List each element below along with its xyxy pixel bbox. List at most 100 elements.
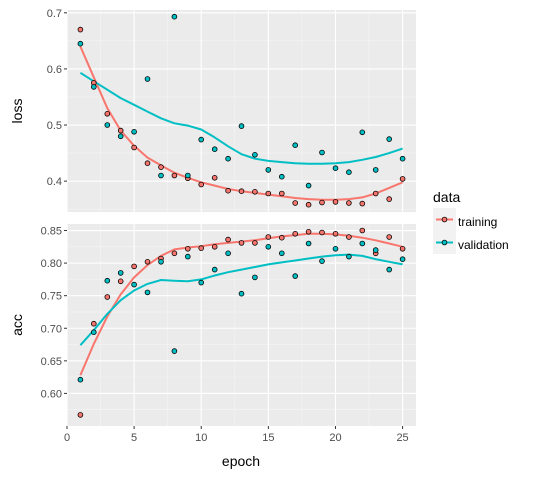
x-tick-label: 15 bbox=[262, 432, 274, 444]
point-training bbox=[131, 263, 137, 270]
point-training bbox=[332, 199, 339, 205]
y-tick-label: 0.65 bbox=[41, 356, 62, 368]
point-validation bbox=[91, 329, 97, 336]
point-training bbox=[399, 246, 406, 252]
point-validation bbox=[185, 172, 191, 179]
point-training bbox=[171, 250, 178, 257]
point-validation bbox=[198, 279, 205, 286]
point-validation bbox=[198, 136, 205, 143]
acc-panel-background bbox=[67, 224, 416, 426]
legend: data training validation bbox=[433, 189, 509, 254]
legend-key-point-training bbox=[441, 216, 448, 223]
point-validation bbox=[158, 172, 164, 179]
point-training bbox=[91, 320, 97, 327]
point-validation bbox=[171, 348, 178, 354]
point-validation bbox=[319, 149, 325, 156]
point-validation bbox=[131, 281, 137, 288]
point-validation bbox=[104, 122, 111, 128]
point-validation bbox=[225, 250, 231, 257]
point-training bbox=[372, 190, 379, 197]
point-training bbox=[252, 240, 258, 246]
point-validation bbox=[399, 256, 406, 263]
point-validation bbox=[332, 165, 339, 172]
point-training bbox=[252, 189, 258, 195]
point-training bbox=[144, 258, 151, 265]
x-tick-label: 10 bbox=[195, 432, 207, 444]
y-tick-label: 0.70 bbox=[41, 323, 62, 335]
point-validation bbox=[171, 13, 178, 20]
point-training bbox=[211, 244, 218, 250]
point-validation bbox=[305, 182, 312, 189]
point-validation bbox=[346, 169, 352, 176]
x-tick-label: 0 bbox=[64, 432, 70, 444]
y-tick-label: 0.7 bbox=[47, 8, 62, 20]
point-validation bbox=[265, 167, 272, 173]
point-training bbox=[305, 229, 312, 235]
point-validation bbox=[386, 266, 393, 273]
point-training bbox=[198, 245, 205, 251]
x-tick-label: 5 bbox=[131, 432, 137, 444]
point-training bbox=[131, 144, 137, 151]
acc-panel: 0.60 0.65 0.70 0.75 0.80 0.85 acc bbox=[9, 224, 416, 426]
point-training bbox=[117, 127, 124, 134]
acc-panel-points bbox=[77, 227, 406, 418]
point-training bbox=[346, 234, 352, 240]
point-training bbox=[386, 196, 393, 202]
point-validation bbox=[211, 266, 218, 273]
point-training bbox=[225, 187, 231, 194]
point-training bbox=[211, 175, 218, 181]
point-training bbox=[332, 231, 339, 237]
loss-panel: 0.4 0.5 0.6 0.7 loss bbox=[9, 8, 416, 212]
point-validation bbox=[185, 253, 191, 260]
point-validation bbox=[117, 133, 124, 140]
point-training bbox=[158, 164, 164, 170]
smooth-line-validation bbox=[79, 71, 403, 165]
point-validation bbox=[238, 123, 245, 129]
point-validation bbox=[319, 258, 325, 264]
point-validation bbox=[77, 40, 84, 47]
point-validation bbox=[144, 289, 151, 296]
point-training bbox=[104, 111, 111, 117]
y-tick-label: 0.4 bbox=[47, 176, 62, 188]
point-training bbox=[319, 229, 325, 236]
point-training bbox=[77, 26, 84, 33]
point-training bbox=[386, 234, 393, 240]
point-validation bbox=[252, 152, 258, 158]
point-training bbox=[265, 190, 272, 197]
point-validation bbox=[238, 290, 245, 297]
point-training bbox=[359, 227, 366, 234]
point-validation bbox=[77, 376, 84, 383]
acc-panel-grid bbox=[66, 224, 416, 426]
legend-label-validation: validation bbox=[458, 238, 509, 252]
point-training bbox=[238, 188, 245, 195]
y-tick-label: 0.80 bbox=[41, 258, 62, 270]
point-validation bbox=[386, 136, 393, 142]
point-validation bbox=[252, 274, 258, 281]
point-training bbox=[359, 200, 366, 207]
point-training bbox=[104, 294, 111, 300]
x-tick-label: 25 bbox=[396, 432, 408, 444]
y-tick-label: 0.6 bbox=[47, 64, 62, 76]
point-validation bbox=[278, 173, 285, 180]
point-validation bbox=[359, 240, 366, 247]
acc-y-axis-title: acc bbox=[9, 314, 25, 336]
point-training bbox=[292, 200, 299, 206]
point-training bbox=[399, 176, 406, 182]
point-training bbox=[171, 172, 178, 179]
point-validation bbox=[265, 244, 272, 250]
point-validation bbox=[104, 277, 111, 284]
y-tick-label: 0.85 bbox=[41, 226, 62, 238]
point-validation bbox=[278, 250, 285, 257]
point-validation bbox=[292, 273, 299, 279]
y-tick-label: 0.60 bbox=[41, 388, 62, 400]
point-training bbox=[144, 160, 151, 167]
point-validation bbox=[292, 142, 299, 149]
point-training bbox=[185, 246, 191, 252]
x-axis-title: epoch bbox=[222, 453, 260, 469]
legend-keys bbox=[433, 208, 456, 254]
point-validation bbox=[117, 270, 124, 276]
loss-panel-background bbox=[67, 10, 416, 212]
point-training bbox=[278, 190, 285, 197]
point-training bbox=[346, 200, 352, 206]
legend-key-point-validation bbox=[441, 239, 448, 246]
